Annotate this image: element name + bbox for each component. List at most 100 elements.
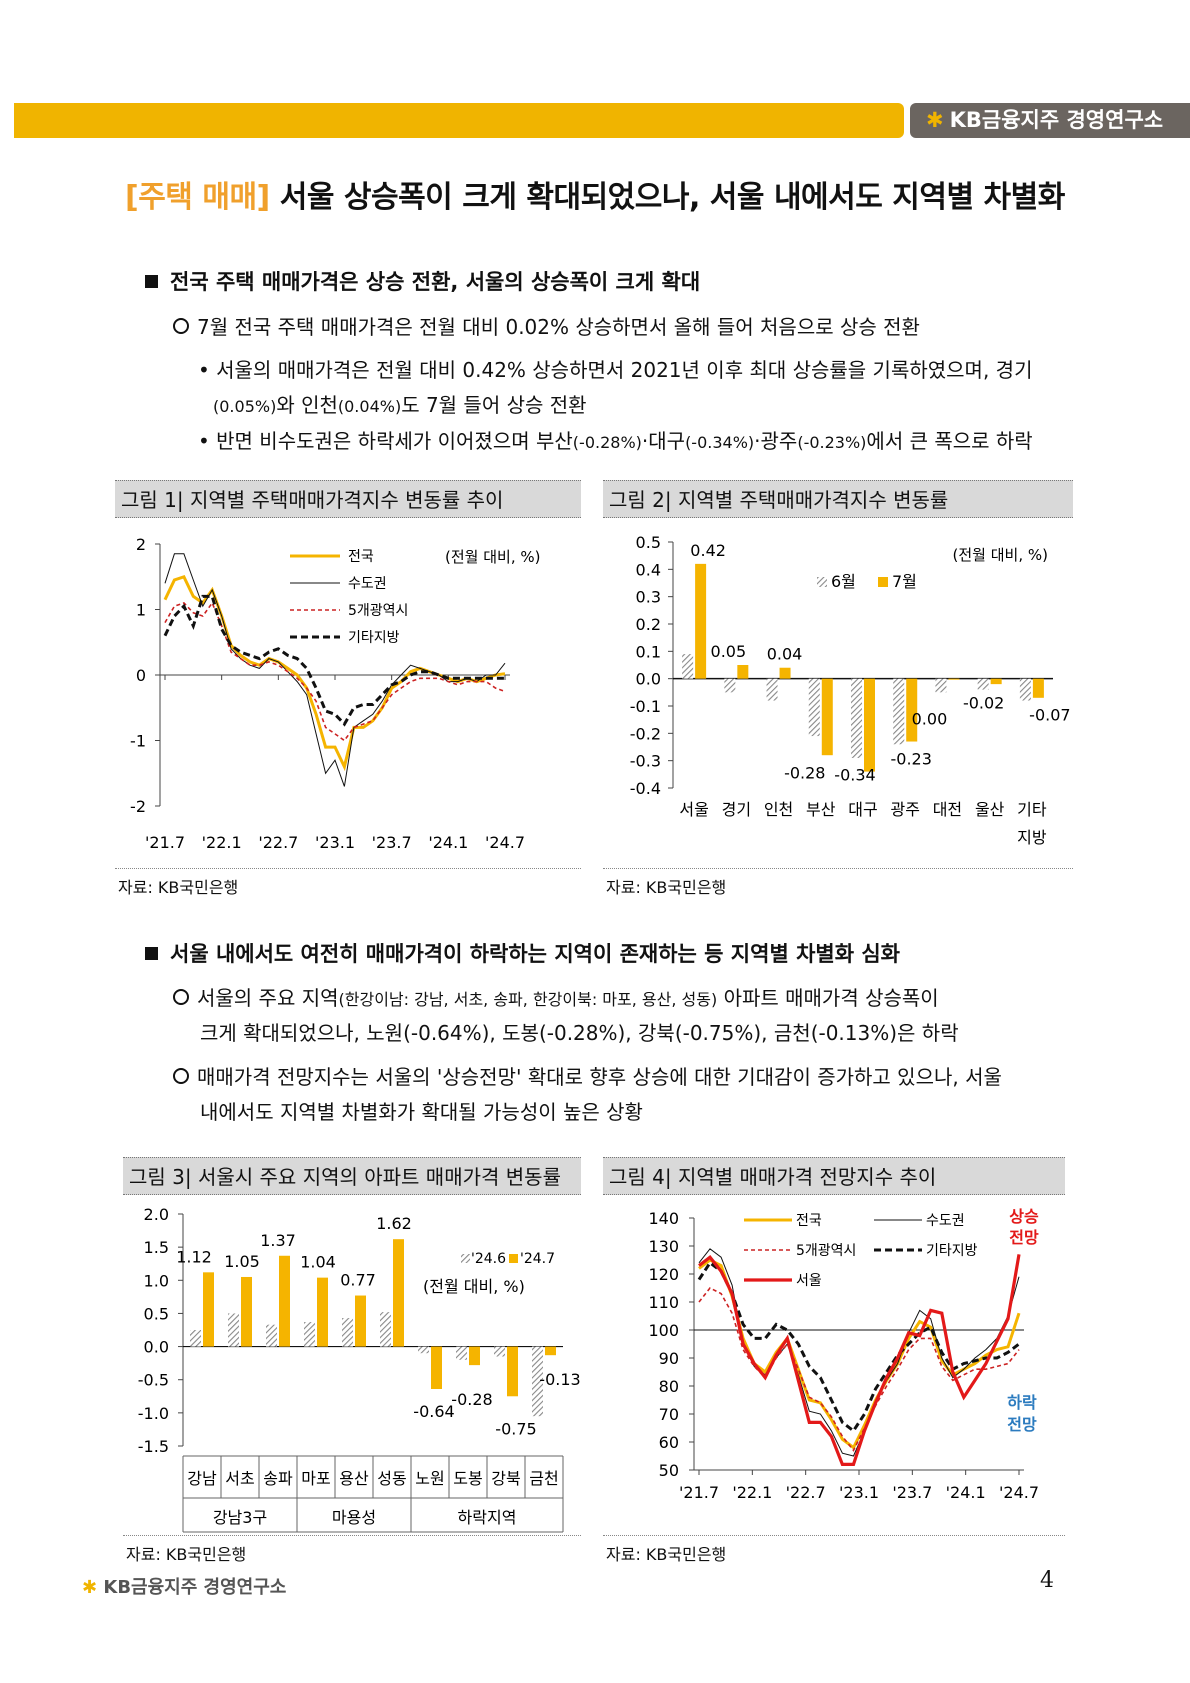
title-tag: [주택 매매] <box>125 180 270 215</box>
fig1-series-line-4 <box>163 594 505 727</box>
fig1-y-tick-label: 0 <box>136 666 146 685</box>
fig2-y-tick-label: 0.4 <box>636 560 661 579</box>
page-number: 4 <box>1040 1568 1054 1593</box>
fig1-unit-note: (전월 대비, %) <box>445 548 540 566</box>
fig2-bar-june <box>977 678 989 690</box>
fig2-category-label: 부산 <box>806 800 836 819</box>
fig3-bar-2406 <box>266 1324 277 1347</box>
fig4-y-tick-label: 50 <box>659 1461 679 1480</box>
fig2-category-label: 인천 <box>764 800 793 819</box>
fig2-bar-june <box>724 678 736 693</box>
fig2-data-label: 0.42 <box>690 541 726 560</box>
fig3-bar-2407 <box>393 1239 404 1347</box>
fig4-title: 그림 4| 지역별 매매가격 전망지수 추이 <box>603 1157 1065 1195</box>
fig3-y-tick-label: 1.0 <box>144 1271 169 1290</box>
fig1-series-line-2 <box>164 553 506 787</box>
fig2-bar-june <box>766 678 778 701</box>
section2-bullet1-line2: 크게 확대되었으나, 노원(-0.64%), 도봉(-0.28%), 강북(-0… <box>200 1021 959 1045</box>
fig2-category-label: 울산 <box>975 800 1005 819</box>
fig2-data-label: -0.34 <box>834 766 875 785</box>
fig4-legend-label: 수도권 <box>926 1213 965 1229</box>
title-text: 서울 상승폭이 크게 확대되었으나, 서울 내에서도 지역별 차별화 <box>279 180 1066 215</box>
fig3-data-label: -0.75 <box>495 1419 536 1438</box>
fig4-source-divider <box>603 1535 1065 1536</box>
fig3-legend-swatch-2407 <box>509 1254 518 1263</box>
fig3-bar-2406 <box>418 1346 429 1354</box>
fig2-y-tick-label: -0.4 <box>630 779 661 798</box>
fig1-x-tick-label: '22.7 <box>258 833 298 852</box>
fig1-x-tick-label: '23.7 <box>372 833 412 852</box>
fig4-x-tick-label: '22.1 <box>732 1483 772 1502</box>
fig3-data-label: 1.04 <box>300 1253 336 1272</box>
fig1-legend-label: 수도권 <box>348 576 387 592</box>
fig3-y-tick-label: -0.5 <box>138 1371 169 1390</box>
fig2-legend-swatch-june <box>817 577 827 587</box>
fig3-bar-2406 <box>342 1318 353 1347</box>
fig3-data-label: 1.05 <box>224 1252 260 1271</box>
fig3-legend-label-2407: '24.7 <box>520 1251 555 1267</box>
fig2-bar-july <box>948 678 960 680</box>
fig2-bar-july <box>990 678 1002 685</box>
fig3-data-label: -0.64 <box>413 1402 454 1421</box>
fig2-chart: 0.5 0.4 0.3 0.2 0.1 0.0 -0.1 -0.2 -0.3 -0.4 서울 경기 인천… <box>630 533 1071 847</box>
fig3-source: 자료: KB국민은행 <box>126 1545 247 1564</box>
fig3-group-label: 강남3구 <box>213 1508 267 1527</box>
fig2-bar-july <box>864 678 875 772</box>
fig1-series-line-3 <box>164 601 506 742</box>
kb-star-icon: ✱ <box>926 108 944 132</box>
fig3-bar-2406 <box>456 1346 467 1360</box>
fig2-y-tick-label: 0.2 <box>636 615 661 634</box>
fig4-annotation-up-1: 상승 <box>1009 1207 1039 1226</box>
fig2-bar-july <box>779 667 791 679</box>
fig1-legend-label: 5개광역시 <box>348 603 408 619</box>
fig2-legend-label-june: 6월 <box>831 572 856 591</box>
fig2-unit-note: (전월 대비, %) <box>953 546 1048 564</box>
fig4-x-tick-label: '23.7 <box>892 1483 932 1502</box>
fig2-data-label: -0.23 <box>891 750 932 769</box>
fig2-y-tick-label: -0.1 <box>630 697 661 716</box>
fig3-group-label: 마용성 <box>332 1508 376 1527</box>
section2-bullet2-line1: 매매가격 전망지수는 서울의 '상승전망' 확대로 향후 상승에 대한 기대감이… <box>173 1060 1002 1094</box>
fig3-category-label: 서초 <box>225 1469 254 1488</box>
fig4-x-tick-label: '21.7 <box>679 1483 719 1502</box>
fig2-y-tick-label: -0.2 <box>630 724 661 743</box>
fig3-data-label: -0.13 <box>539 1370 580 1389</box>
fig4-legend-label: 전국 <box>796 1213 822 1229</box>
section2-bullet2-line2: 내에서도 지역별 차별화가 확대될 가능성이 높은 상황 <box>200 1100 643 1124</box>
fig2-bar-july <box>1032 678 1044 698</box>
fig3-category-label: 도봉 <box>453 1469 482 1488</box>
fig2-bar-july <box>906 678 918 742</box>
fig4-y-tick-label: 80 <box>659 1377 679 1396</box>
fig3-data-label: 0.77 <box>340 1271 376 1290</box>
fig3-bar-2407 <box>469 1346 480 1366</box>
fig2-bar-june <box>851 678 862 758</box>
fig2-title: 그림 2| 지역별 주택매매가격지수 변동률 <box>603 480 1073 518</box>
fig3-data-label: 1.62 <box>376 1214 412 1233</box>
fig4-x-tick-label: '22.7 <box>786 1483 826 1502</box>
square-bullet-icon <box>145 947 158 960</box>
fig2-y-tick-label: 0.3 <box>636 588 661 607</box>
fig3-chart: 2.0 1.5 1.0 0.5 0.0 -0.5 -1.0 -1.5 강남 서초 송파 마포 용산 성동 노… <box>138 1205 581 1533</box>
fig1-x-tick-label: '21.7 <box>145 833 185 852</box>
fig3-category-label: 강남 <box>187 1469 217 1488</box>
fig2-source-divider <box>603 868 1073 869</box>
fig1-y-tick-label: -1 <box>130 732 146 751</box>
fig3-bar-2406 <box>494 1346 505 1357</box>
fig3-data-label: 1.12 <box>176 1247 212 1266</box>
fig1-x-tick-label: '24.7 <box>485 833 525 852</box>
fig3-legend-label-2406: '24.6 <box>471 1251 506 1267</box>
fig2-category-label: 광주 <box>890 800 919 819</box>
fig2-y-tick-label: 0.5 <box>636 533 661 552</box>
fig3-y-tick-label: 0.5 <box>144 1304 169 1323</box>
fig3-category-label: 성동 <box>377 1469 406 1488</box>
section1-heading: 전국 주택 매매가격은 상승 전환, 서울의 상승폭이 크게 확대 <box>145 266 700 296</box>
fig1-x-tick-label: '22.1 <box>202 833 242 852</box>
fig4-y-tick-label: 100 <box>648 1321 679 1340</box>
square-bullet-icon <box>145 275 158 288</box>
fig2-category-sublabel: 지방 <box>1017 828 1047 847</box>
fig1-legend-label: 전국 <box>348 549 374 565</box>
fig2-data-label: -0.07 <box>1029 706 1070 725</box>
fig1-y-tick-label: 2 <box>136 535 146 554</box>
fig3-bar-2407 <box>241 1276 252 1347</box>
fig4-annotation-down-1: 하락 <box>1007 1393 1037 1412</box>
